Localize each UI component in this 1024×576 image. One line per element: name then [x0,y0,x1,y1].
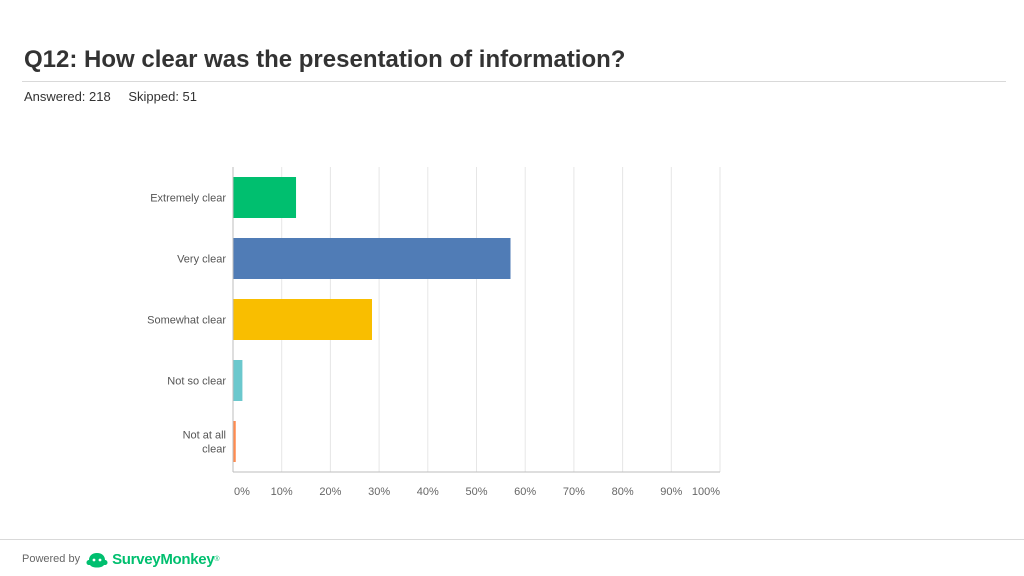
x-tick-label: 0% [234,486,250,498]
category-labels: Extremely clear Very clear Somewhat clear N… [147,193,226,456]
category-label: Not so clear [167,376,226,388]
x-tick-label: 10% [271,486,293,498]
x-tick-label: 90% [660,486,682,498]
title-divider [22,81,1006,82]
bar-not-so-clear [233,360,243,401]
footer-divider [0,539,1024,540]
x-axis-tick-labels: 0% 10% 20% 30% 40% 50% 60% 70% 80% 90% 100% [234,486,720,498]
x-tick-label: 50% [465,486,487,498]
answered-count: Answered: 218 [24,89,111,104]
skipped-count: Skipped: 51 [128,89,198,104]
trademark-symbol: ® [214,555,220,563]
x-tick-label: 30% [368,486,390,498]
chart-bars [233,177,511,462]
chart-gridlines [281,167,721,472]
powered-by-text: Powered by [22,553,81,565]
bar-extremely-clear [233,177,297,218]
x-tick-label: 100% [692,486,720,498]
x-tick-label: 60% [514,486,536,498]
bar-not-at-all-clear [233,421,236,462]
bar-very-clear [233,238,511,279]
response-stats: Answered: 218 Skipped: 51 [24,89,211,104]
surveymonkey-logo-icon [86,553,108,568]
surveymonkey-brand: SurveyMonkey [112,550,215,568]
page-title: Q12: How clear was the presentation of i… [24,46,626,73]
x-tick-label: 80% [612,486,634,498]
x-tick-label: 20% [319,486,341,498]
category-label: Very clear [177,254,226,266]
category-label: Not at all clear [183,430,227,456]
x-tick-label: 40% [417,486,439,498]
bar-somewhat-clear [233,299,373,340]
x-tick-label: 70% [563,486,585,498]
category-label: Extremely clear [150,193,226,205]
category-label: Somewhat clear [147,315,226,327]
footer: Powered by SurveyMonkey ® [22,548,220,570]
